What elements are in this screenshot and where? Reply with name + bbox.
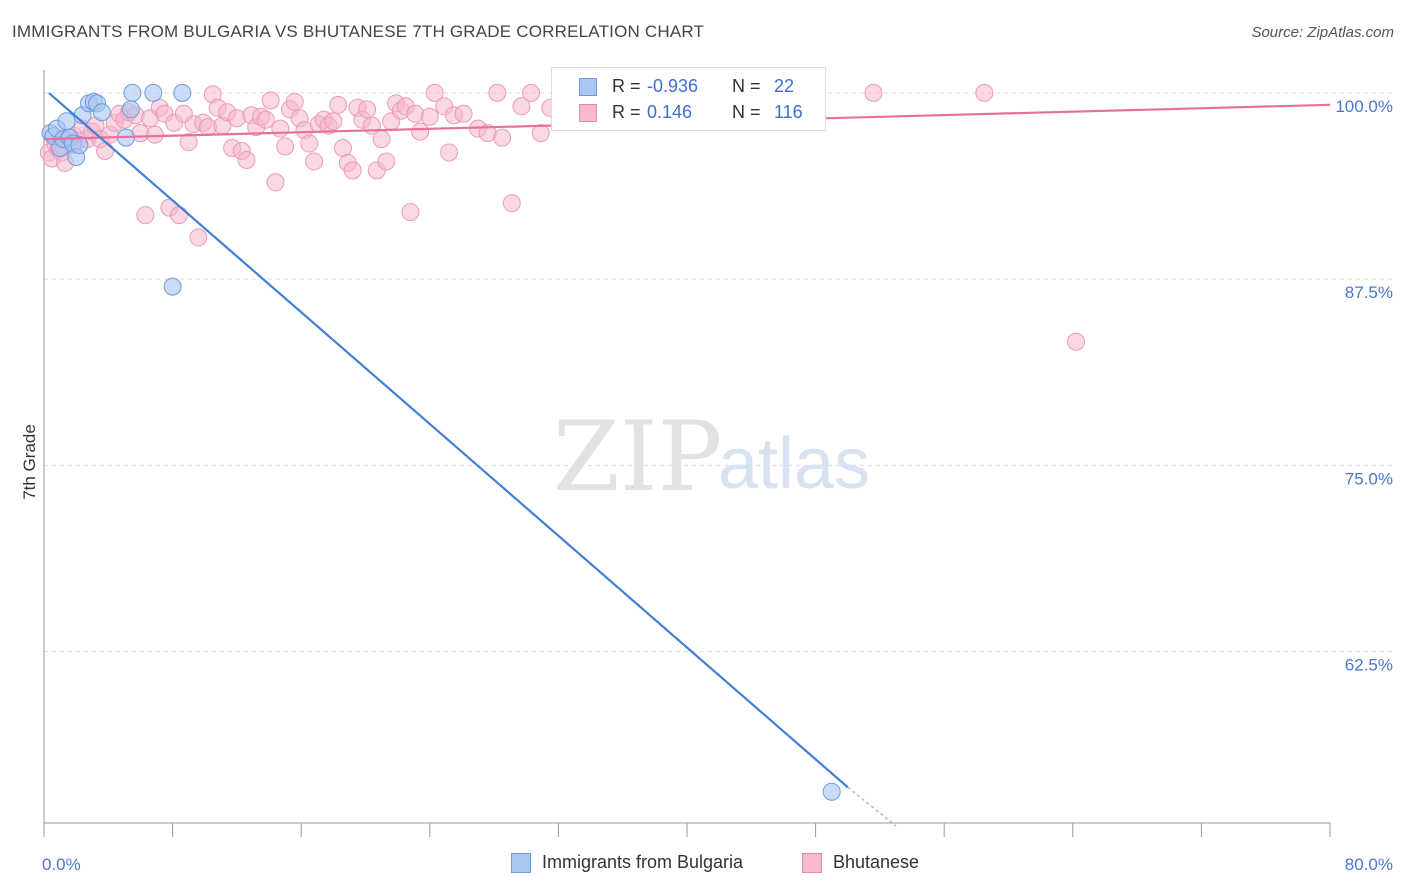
bhutanese-point [237,150,256,169]
bhutanese-point [425,83,444,102]
legend-n-label: N = [732,76,761,96]
x-tick-label: 0.0% [42,855,81,874]
legend-r-label: R = [612,102,641,122]
bhutanese-point [372,130,391,149]
legend-swatch-bhutanese [579,104,597,122]
gridlines [44,92,1396,653]
bulgaria-point [92,103,111,122]
bhutanese-point [256,110,275,129]
bhutanese-point [975,83,994,102]
bhutanese-point [401,203,420,222]
x-tick-label: 80.0% [1345,855,1393,874]
bhutanese-point [136,206,155,225]
bhutanese-point [96,142,115,161]
watermark-atlas: atlas [718,424,870,504]
bulgaria-point [822,782,841,801]
bhutanese-point [305,152,324,171]
bhutanese-point [261,91,280,110]
bhutanese-point [329,95,348,114]
axes [43,70,1331,837]
bhutanese-point [406,104,425,123]
bulgaria-point [57,112,76,131]
legend-r-label: R = [612,76,641,96]
bulgaria-trend-extension [847,786,897,827]
y-tick-label: 62.5% [1345,656,1393,675]
y-axis-label: 7th Grade [20,424,39,500]
y-tick-label: 100.0% [1335,97,1393,116]
bulgaria-trend-line [48,92,849,789]
legend-swatch-bulgaria [579,78,597,96]
bhutanese-point [420,107,439,126]
bhutanese-point [411,122,430,141]
bhutanese-point [440,143,459,162]
bulgaria-point [70,136,89,155]
bhutanese-point [493,128,512,147]
bhutanese-point [170,206,189,225]
bhutanese-point [266,173,285,192]
chart-source: Source: ZipAtlas.com [1251,24,1394,41]
watermark-zip: ZIP [553,401,722,513]
bhutanese-point [179,133,198,152]
bhutanese-point [343,161,362,180]
bhutanese-point [300,134,319,153]
bhutanese-point [324,112,343,131]
bhutanese-point [454,104,473,123]
legend-n-value: 22 [774,76,795,96]
bhutanese-point [512,97,531,116]
tick-labels: 62.5% 75.0% 87.5% 100.0% 0.0% 80.0% [42,97,1393,874]
bottom-legend-swatch-bulgaria [511,853,531,873]
bhutanese-point [227,109,246,128]
bhutanese-point [864,83,883,102]
bottom-legend-label-bhutanese: Bhutanese [833,852,920,872]
bhutanese-point [1067,332,1086,351]
bhutanese-point [502,194,521,213]
legend-row-bulgaria: R = -0.936 N = 22 [552,75,825,99]
bottom-legend-label-bulgaria: Immigrants from Bulgaria [542,852,744,872]
bhutanese-point [271,119,290,138]
legend-r-value: -0.936 [647,76,699,96]
stats-legend: R = -0.936 N = 22 R = 0.146 N = 116 [551,67,826,131]
bulgaria-point [144,83,163,102]
legend-n-value: 116 [774,102,803,122]
legend-n-label: N = [732,102,761,122]
bhutanese-point [276,137,295,156]
bhutanese-point [522,83,541,102]
chart-title: IMMIGRANTS FROM BULGARIA VS BHUTANESE 7T… [12,22,705,41]
bhutanese-point [531,124,550,143]
bottom-legend-swatch-bhutanese [802,853,822,873]
bhutanese-point [189,228,208,247]
bulgaria-point [173,83,192,102]
y-tick-label: 75.0% [1345,469,1393,488]
bhutanese-point [488,83,507,102]
legend-r-value: 0.146 [647,102,693,122]
bhutanese-point [358,100,377,119]
bulgaria-point [123,83,142,102]
bhutanese-point [333,139,352,158]
bulgaria-point [121,100,140,119]
bhutanese-point [377,152,396,171]
bhutanese-point [285,92,304,111]
bhutanese-point [145,125,164,144]
legend-row-bhutanese: R = 0.146 N = 116 [552,101,825,125]
bulgaria-point [163,277,182,296]
y-tick-label: 87.5% [1345,283,1393,302]
